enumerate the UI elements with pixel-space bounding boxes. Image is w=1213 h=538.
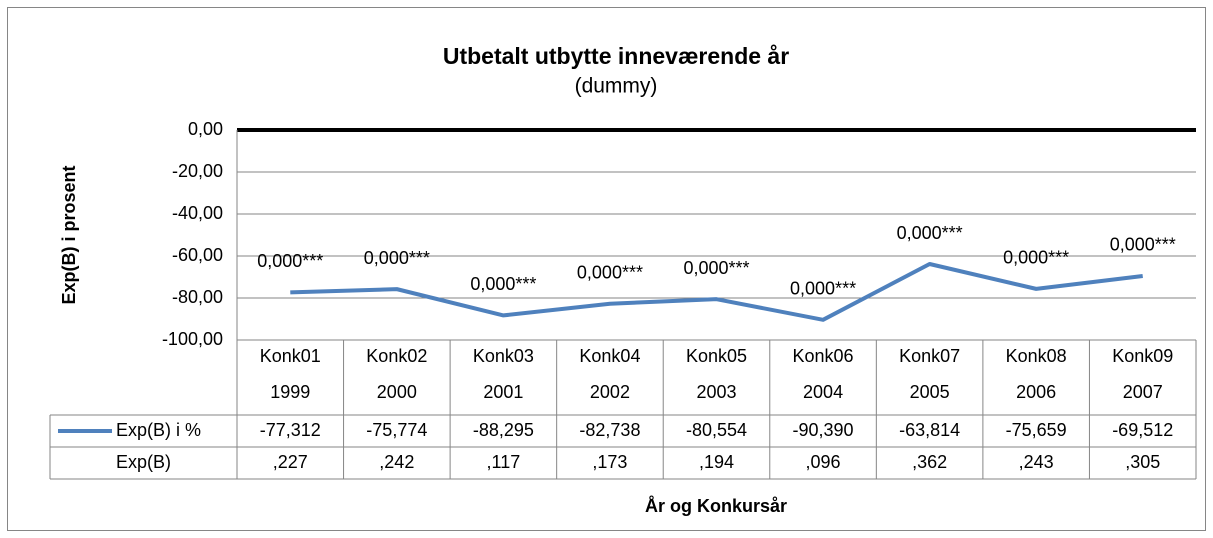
x-tick-label: 2000: [377, 382, 417, 402]
table-value: ,117: [487, 452, 521, 472]
table-value: ,173: [592, 452, 627, 472]
x-tick-label: 2001: [483, 382, 523, 402]
x-axis-label: År og Konkursår: [645, 496, 787, 516]
table-value: -80,554: [686, 420, 747, 440]
point-label: 0,000***: [790, 279, 856, 299]
y-tick-label: 0,00: [188, 119, 223, 139]
x-tick-label: 2007: [1123, 382, 1163, 402]
point-label: 0,000***: [364, 248, 430, 268]
table-value: -75,774: [366, 420, 427, 440]
x-tick-label: 2002: [590, 382, 630, 402]
table-row-label: Exp(B): [116, 452, 171, 472]
y-tick-label: -20,00: [172, 161, 223, 181]
chart-border: [7, 7, 1206, 531]
table-value: ,227: [273, 452, 308, 472]
point-label: 0,000***: [683, 258, 749, 278]
table-value: -69,512: [1112, 420, 1173, 440]
table-value: -63,814: [899, 420, 960, 440]
table-value: -82,738: [579, 420, 640, 440]
x-tick-label: 2003: [696, 382, 736, 402]
y-axis-label: Exp(B) i prosent: [59, 165, 79, 304]
x-tick-label: 2005: [910, 382, 950, 402]
x-tick-label: Konk03: [473, 346, 534, 366]
x-tick-label: Konk06: [793, 346, 854, 366]
x-tick-label: Konk01: [260, 346, 321, 366]
point-label: 0,000***: [257, 251, 323, 271]
series-line: [290, 262, 1143, 322]
chart-subtitle: (dummy): [575, 75, 658, 98]
x-tick-label: Konk02: [366, 346, 427, 366]
table-value: -88,295: [473, 420, 534, 440]
chart-title: Utbetalt utbytte inneværende år: [443, 43, 789, 69]
table-value: ,243: [1019, 452, 1054, 472]
x-tick-label: 1999: [270, 382, 310, 402]
table-value: ,096: [806, 452, 841, 472]
y-tick-label: -60,00: [172, 245, 223, 265]
x-tick-label: Konk07: [899, 346, 960, 366]
table-value: ,194: [699, 452, 734, 472]
table-value: ,305: [1125, 452, 1160, 472]
point-label: 0,000***: [1003, 248, 1069, 268]
y-tick-label: -80,00: [172, 287, 223, 307]
point-label: 0,000***: [470, 274, 536, 294]
x-tick-label: Konk09: [1112, 346, 1173, 366]
x-tick-label: 2006: [1016, 382, 1056, 402]
x-tick-label: 2004: [803, 382, 843, 402]
x-tick-label: Konk04: [579, 346, 640, 366]
table-value: ,362: [912, 452, 947, 472]
point-label: 0,000***: [577, 262, 643, 282]
point-label: 0,000***: [1110, 235, 1176, 255]
point-label: 0,000***: [897, 223, 963, 243]
table-value: -75,659: [1006, 420, 1067, 440]
table-value: -90,390: [793, 420, 854, 440]
y-tick-label: -40,00: [172, 203, 223, 223]
x-tick-label: Konk05: [686, 346, 747, 366]
table-value: ,242: [379, 452, 414, 472]
table-value: -77,312: [260, 420, 321, 440]
legend-label: Exp(B) i %: [116, 420, 201, 440]
x-tick-label: Konk08: [1006, 346, 1067, 366]
y-tick-label: -100,00: [162, 329, 223, 349]
